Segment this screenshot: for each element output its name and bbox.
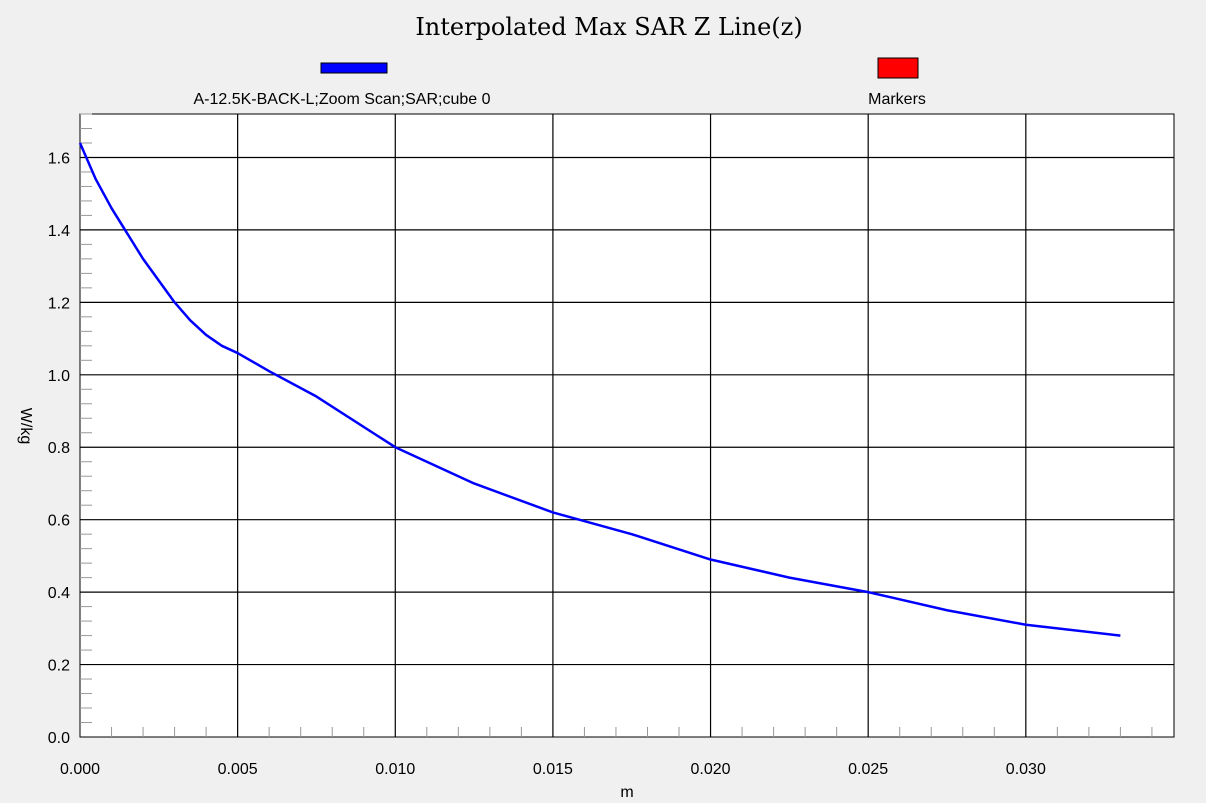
legend-swatch-markers [877, 57, 919, 79]
x-tick-label: 0.000 [60, 761, 100, 778]
legend-swatch-series [320, 62, 388, 74]
x-tick-label: 0.015 [533, 761, 573, 778]
y-tick-label: 1.4 [48, 223, 70, 240]
x-tick-label: 0.025 [848, 761, 888, 778]
y-tick-label: 1.0 [48, 368, 70, 385]
plot-area [79, 113, 1175, 738]
x-tick-labels: 0.000 0.005 0.010 0.015 0.020 0.025 0.030 [60, 761, 1046, 778]
y-tick-label: 0.0 [48, 730, 70, 747]
legend-label-series: A-12.5K-BACK-L;Zoom Scan;SAR;cube 0 [193, 91, 490, 108]
series-line [78, 142, 1121, 637]
y-tick-label: 0.2 [48, 658, 70, 675]
y-tick-label: 0.4 [48, 585, 70, 602]
grid-lines [80, 114, 1174, 737]
x-tick-label: 0.020 [691, 761, 731, 778]
y-tick-label: 1.6 [48, 150, 70, 167]
y-tick-label: 1.2 [48, 295, 70, 312]
chart-title: Interpolated Max SAR Z Line(z) [415, 13, 802, 41]
x-tick-label: 0.005 [218, 761, 258, 778]
y-axis-label: W/kg [17, 408, 34, 444]
y-tick-label: 0.8 [48, 440, 70, 457]
minor-ticks [80, 113, 1153, 737]
x-tick-label: 0.010 [375, 761, 415, 778]
legend-label-markers: Markers [868, 91, 926, 108]
y-tick-labels: 0.0 0.2 0.4 0.6 0.8 1.0 1.2 1.4 1.6 [48, 150, 70, 747]
x-tick-label: 0.030 [1006, 761, 1046, 778]
y-tick-label: 0.6 [48, 513, 70, 530]
x-axis-label: m [620, 784, 633, 801]
